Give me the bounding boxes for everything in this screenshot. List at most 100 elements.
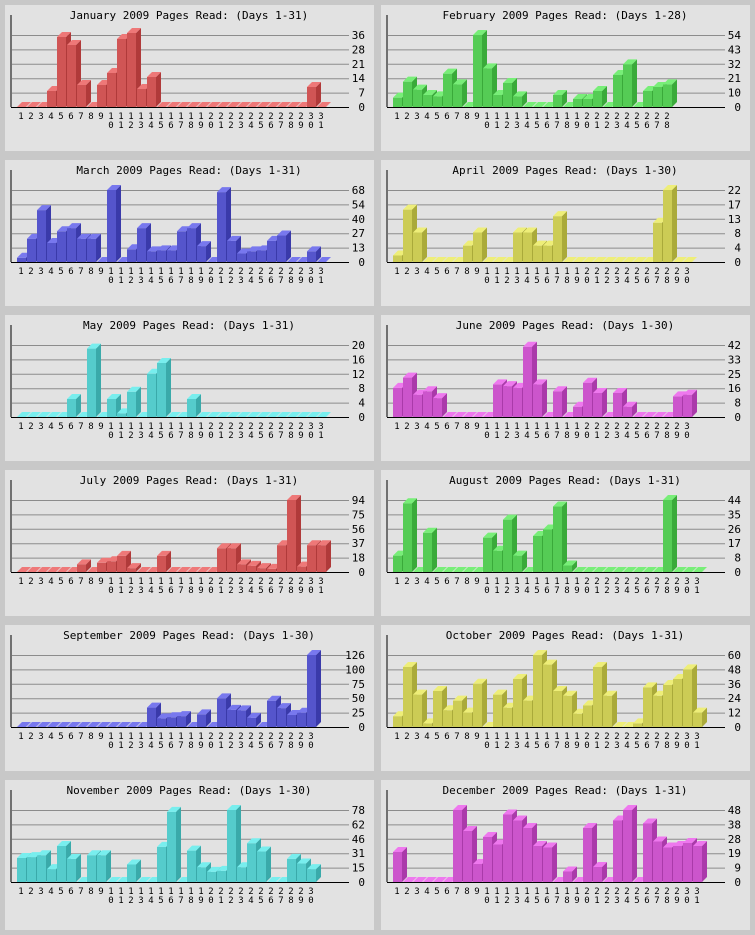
bar-side: [522, 550, 527, 572]
x-tick-label: 7: [78, 887, 83, 897]
y-tick-label: 32: [728, 58, 741, 71]
y-tick-label: 68: [352, 184, 365, 197]
bar-front: [693, 712, 702, 727]
bar-top: [503, 809, 517, 815]
x-tick-label: 2: [404, 112, 409, 122]
bar-top: [267, 412, 281, 417]
x-tick-label: 3: [414, 422, 419, 432]
x-tick-label: 8: [88, 422, 93, 432]
chart-svg: March 2009 Pages Read: (Days 1-31)013274…: [10, 164, 365, 286]
bar-top: [117, 722, 131, 727]
bar-top: [573, 94, 587, 99]
bar-top: [47, 412, 61, 417]
bar-front: [673, 679, 682, 727]
bar-top: [673, 257, 687, 262]
bar-top: [207, 412, 221, 417]
bar-top: [57, 567, 71, 572]
x-tick-label: 4: [424, 887, 429, 897]
bar-top: [683, 567, 697, 572]
bar-front: [393, 716, 402, 727]
bar-top: [673, 391, 687, 397]
bar-front: [47, 242, 56, 262]
bar-top: [177, 102, 191, 107]
bar-side: [422, 227, 427, 262]
bar: [37, 722, 51, 727]
bar: [403, 498, 417, 572]
y-tick-label: 8: [734, 397, 741, 410]
chart-svg: February 2009 Pages Read: (Days 1-28)010…: [386, 9, 741, 131]
x-tick-label: 9: [98, 422, 103, 432]
bar-front: [257, 250, 266, 262]
bar-top: [157, 550, 171, 556]
bar-front: [503, 814, 512, 882]
bar: [247, 712, 261, 727]
bar-front: [513, 232, 522, 262]
x-tick-label: 3: [414, 267, 419, 277]
chart-title: December 2009 Pages Read: (Days 1-31): [442, 784, 687, 797]
bar: [297, 412, 311, 417]
bar: [177, 711, 191, 727]
bar-front: [227, 709, 236, 727]
bar-front: [553, 506, 562, 572]
bar-top: [443, 68, 457, 74]
x-tick-label: 6: [68, 112, 73, 122]
bar-front: [563, 871, 572, 882]
bar-top: [663, 495, 677, 500]
bar-front: [663, 847, 672, 882]
bar-side: [602, 388, 607, 417]
bar: [453, 567, 467, 572]
bar: [197, 709, 211, 727]
x-tick-label: 8: [464, 112, 469, 122]
bar-front: [257, 851, 266, 882]
bar: [463, 567, 477, 572]
bar: [197, 241, 211, 262]
bar-top: [247, 246, 261, 252]
bar-side: [702, 707, 707, 727]
x-tick-label: 9: [98, 267, 103, 277]
y-tick-label: 38: [728, 818, 741, 831]
bar-side: [672, 79, 677, 107]
bar-top: [463, 567, 477, 572]
x-tick-label: 8: [464, 732, 469, 742]
x-tick-label: 5: [434, 887, 439, 897]
bar-front: [523, 346, 532, 417]
bar: [623, 401, 637, 417]
bar-front: [227, 548, 236, 572]
bar-front: [147, 707, 156, 727]
x-tick-label: 3: [414, 887, 419, 897]
bar: [423, 877, 437, 882]
bar-front: [493, 694, 502, 727]
bar-top: [413, 689, 427, 695]
bar-front: [37, 855, 46, 882]
chart-svg: September 2009 Pages Read: (Days 1-30)02…: [10, 629, 365, 751]
bar-top: [137, 223, 151, 229]
bar: [393, 847, 407, 882]
y-tick-label: 33: [728, 353, 741, 366]
bar-top: [653, 82, 667, 87]
chart-panel: May 2009 Pages Read: (Days 1-31) 0 4 8 12 16 2…: [5, 315, 374, 461]
